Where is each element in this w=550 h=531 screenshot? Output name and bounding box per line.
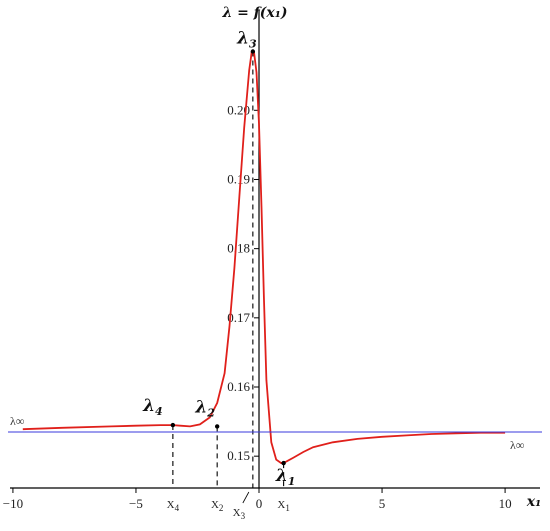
point-lambda-1: [281, 460, 286, 466]
asymptote-label-right: λ∞: [510, 438, 524, 452]
point-lambda-3: [250, 49, 256, 54]
x-tick-label: 5: [379, 496, 386, 511]
x-ticks: −10 −5 0 5 10: [3, 488, 512, 511]
point-lambda-4: [170, 422, 176, 428]
x-tick-label: 0: [256, 496, 263, 511]
lambda-curve: [22, 52, 506, 465]
series-layer: [8, 52, 542, 465]
axes: [10, 10, 540, 489]
y-tick-label: 0.16: [227, 379, 250, 394]
x-tick-label: −5: [129, 496, 143, 511]
lambda-2-label: λ2: [194, 397, 215, 419]
y-tick-label: 0.20: [227, 102, 250, 117]
x4-label: X4: [167, 499, 180, 513]
lambda-1-label: λ1: [275, 466, 296, 488]
y-tick-label: 0.19: [227, 171, 250, 186]
y-tick-label: 0.15: [227, 448, 250, 463]
x-axis-title: x₁: [526, 494, 541, 510]
point-lambda-2: [214, 424, 220, 429]
x1-label: X1: [277, 499, 289, 513]
y-tick-label: 0.17: [227, 310, 250, 325]
x3-pointer: [242, 491, 250, 504]
lambda-4-label: λ4: [142, 396, 163, 418]
lambda-3-label: λ3: [236, 29, 257, 51]
x-tick-label: 10: [499, 496, 512, 511]
x3-label: X3: [233, 507, 246, 521]
x-tick-label: −10: [3, 496, 23, 511]
annotation-lines: [172, 51, 285, 488]
x2-label: X2: [211, 499, 223, 513]
asymptote-label-left: λ∞: [10, 414, 24, 428]
y-axis-title: λ = f(x₁): [221, 5, 287, 21]
y-tick-label: 0.18: [227, 241, 250, 256]
y-ticks: 0.15 0.16 0.17 0.18 0.19 0.20: [227, 102, 260, 463]
